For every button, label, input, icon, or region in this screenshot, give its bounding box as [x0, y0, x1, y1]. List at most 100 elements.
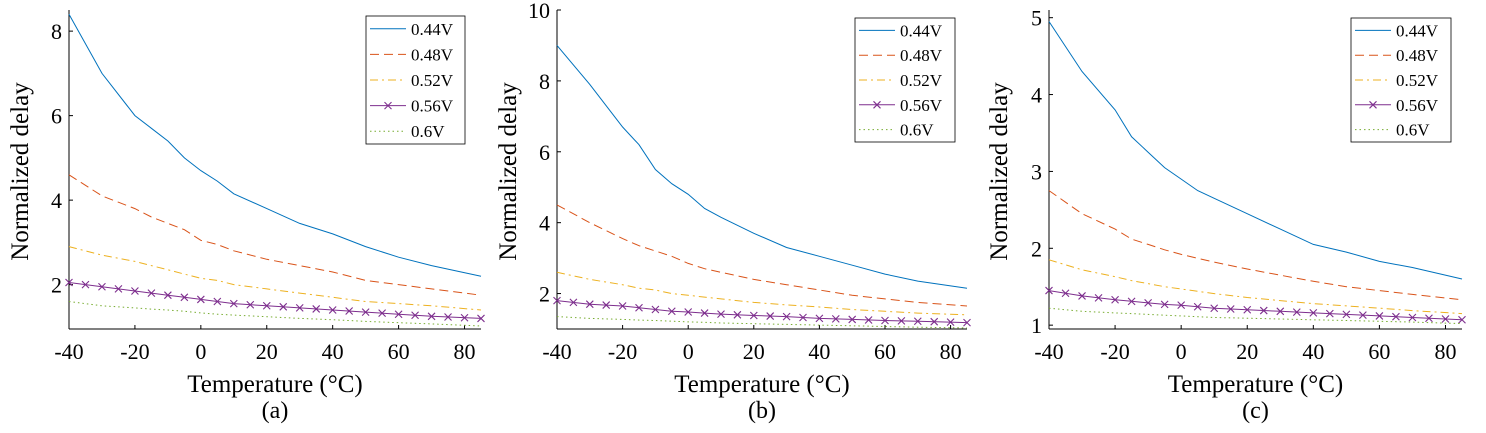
- y-tick-label: 2: [51, 273, 62, 298]
- series-marker: [815, 314, 824, 323]
- y-tick-label: 2: [1031, 236, 1042, 261]
- x-tick-label: 60: [388, 339, 410, 364]
- series-marker: [717, 310, 725, 319]
- series-marker: [1061, 289, 1070, 298]
- series-line-0.52V: [556, 271, 968, 316]
- series-marker: [1342, 310, 1351, 319]
- y-tick-label: 5: [1031, 6, 1042, 31]
- series-marker: [1458, 315, 1466, 324]
- series-marker: [1425, 314, 1433, 323]
- x-axis-label: Temperature (°C): [674, 371, 850, 398]
- series-marker: [1325, 309, 1334, 318]
- series-marker: [246, 300, 255, 309]
- series-line-0.56V: [556, 300, 968, 324]
- series-marker: [782, 312, 791, 321]
- x-tick-label: 0: [1176, 339, 1187, 364]
- series-marker: [864, 316, 873, 324]
- panel-caption: (c): [1242, 398, 1269, 424]
- series-marker: [963, 318, 971, 327]
- series-line-0.44V: [556, 45, 968, 289]
- series-marker: [651, 305, 660, 314]
- series-marker: [700, 309, 709, 317]
- y-tick-label: 3: [1031, 159, 1042, 184]
- series-marker: [635, 303, 643, 312]
- series-marker: [667, 307, 676, 316]
- series-marker: [733, 310, 742, 319]
- series-marker: [345, 307, 354, 315]
- x-tick-label: 60: [1368, 339, 1390, 364]
- legend-label: 0.48V: [1396, 46, 1439, 65]
- x-tick-label: 20: [1236, 339, 1258, 364]
- y-axis-label: Normalized delay: [7, 82, 34, 261]
- series-marker: [1078, 292, 1086, 300]
- x-tick-label: 0: [195, 339, 206, 364]
- legend-label: 0.56V: [900, 96, 943, 115]
- series-marker: [897, 316, 906, 325]
- series-marker: [1045, 286, 1053, 295]
- y-tick-label: 10: [528, 0, 550, 23]
- series-line-0.44V: [1048, 21, 1463, 280]
- series-line-0.48V: [1048, 190, 1463, 301]
- series-marker: [831, 315, 840, 323]
- series-marker: [1094, 293, 1103, 302]
- series-marker: [444, 313, 452, 321]
- x-tick-label: 0: [683, 339, 694, 364]
- series-marker: [378, 309, 387, 318]
- series-marker: [180, 293, 189, 302]
- x-tick-label: -20: [1100, 339, 1129, 364]
- x-tick-label: -20: [608, 339, 637, 364]
- legend: 0.44V 0.48V 0.52V 0.56V 0.6V: [1350, 17, 1452, 143]
- x-tick-label: 80: [940, 339, 962, 364]
- series-marker: [1111, 295, 1119, 304]
- series-marker: [411, 311, 419, 320]
- series-line-0.44V: [68, 13, 482, 277]
- y-tick-label: 4: [539, 211, 550, 236]
- x-tick-label: -20: [120, 339, 149, 364]
- chart-panel-2: -40 -20 0 20 40 60 80 2 4 6 8 10 Temperature (°C) Nor…: [495, 0, 971, 424]
- chart-panel-1: -40 -20 0 20 40 60 80 2 4 6 8 Temperature (°C) Norma…: [7, 10, 485, 424]
- legend-marker: [384, 101, 392, 110]
- series-marker: [295, 303, 304, 312]
- series-marker: [913, 317, 922, 326]
- x-tick-label: 40: [1302, 339, 1324, 364]
- series-marker: [585, 300, 594, 309]
- legend-label: 0.52V: [1396, 71, 1439, 90]
- series-marker: [81, 280, 90, 289]
- series-marker: [1441, 315, 1450, 323]
- legend-label: 0.56V: [1396, 96, 1439, 115]
- series-line-0.56V: [68, 282, 482, 319]
- legend-label: 0.52V: [900, 71, 943, 90]
- series-marker: [361, 308, 370, 316]
- y-axis-label: Normalized delay: [986, 82, 1013, 261]
- series-marker: [65, 278, 73, 287]
- legend-label: 0.6V: [900, 121, 934, 140]
- series-marker: [312, 305, 321, 313]
- legend-label: 0.6V: [411, 122, 445, 141]
- series-marker: [213, 297, 222, 306]
- x-axis-label: Temperature (°C): [1168, 371, 1344, 398]
- legend-label: 0.6V: [1396, 121, 1430, 140]
- series-line-0.52V: [68, 246, 482, 311]
- series-marker: [930, 317, 939, 326]
- x-tick-label: 80: [454, 339, 476, 364]
- y-tick-label: 2: [539, 282, 550, 307]
- series-line-0.48V: [68, 174, 482, 296]
- y-axis-label: Normalized delay: [495, 82, 522, 261]
- x-axis-label: Temperature (°C): [187, 371, 363, 398]
- series-marker: [618, 302, 627, 310]
- series-marker: [131, 287, 139, 295]
- series-marker: [114, 284, 123, 293]
- legend-label: 0.44V: [411, 20, 454, 39]
- legend-marker: [1369, 100, 1377, 109]
- series-marker: [569, 298, 578, 307]
- series-marker: [1358, 311, 1367, 320]
- series-marker: [684, 308, 693, 316]
- series-marker: [229, 299, 238, 308]
- legend-label: 0.48V: [900, 46, 943, 65]
- series-marker: [1292, 308, 1301, 316]
- series-marker: [1193, 302, 1202, 311]
- x-tick-label: 40: [322, 339, 344, 364]
- x-tick-label: 40: [808, 339, 830, 364]
- series-marker: [477, 314, 485, 323]
